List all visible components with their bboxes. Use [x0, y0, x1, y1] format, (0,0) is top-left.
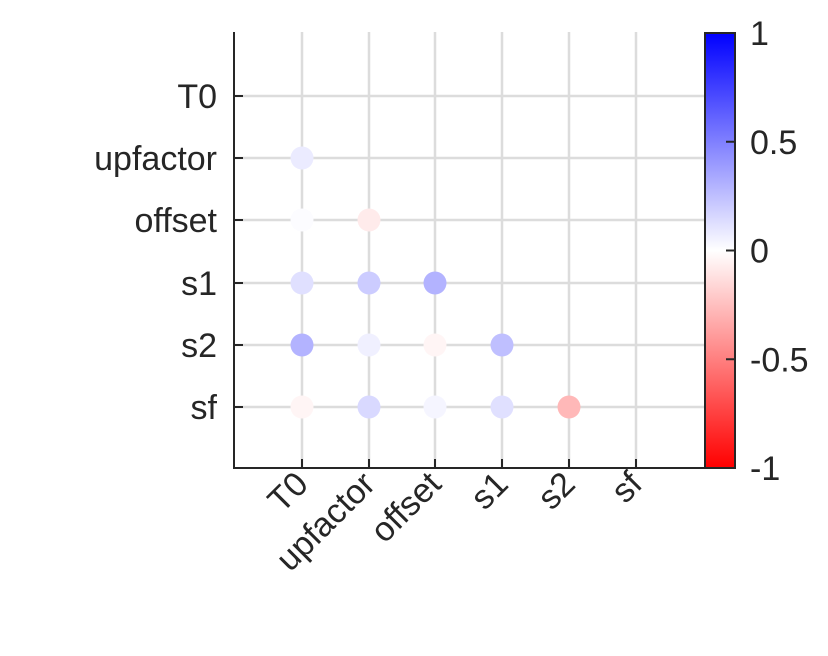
colorbar-tick-label: 0.5	[750, 124, 797, 162]
point-sf-s1	[490, 395, 514, 419]
point-s1-upfactor	[357, 271, 381, 295]
x-tick-label-offset: offset	[363, 464, 449, 550]
y-tick-labels: T0 upfactor offset s1 s2 sf	[94, 78, 217, 427]
x-tick-label-s1: s1	[463, 465, 515, 517]
point-upfactor-T0	[290, 146, 314, 170]
point-sf-T0	[290, 395, 314, 419]
x-tick-label-sf: sf	[604, 464, 650, 510]
y-tick-label-sf: sf	[191, 389, 218, 427]
correlation-points	[290, 146, 581, 419]
point-sf-offset	[423, 395, 447, 419]
y-tick-label-T0: T0	[177, 78, 217, 116]
x-tick-label-s2: s2	[530, 465, 582, 517]
point-s2-offset	[423, 333, 447, 357]
y-tick-label-s1: s1	[181, 265, 217, 303]
x-tick-label-T0: T0	[261, 465, 316, 520]
colorbar-tick-label: -1	[750, 450, 780, 488]
colorbar	[704, 32, 736, 469]
point-s1-T0	[290, 271, 314, 295]
point-sf-s2	[557, 395, 581, 419]
y-tick-label-s2: s2	[181, 327, 217, 365]
y-tick-label-upfactor: upfactor	[94, 140, 217, 178]
colorbar-tick-label: -0.5	[750, 341, 809, 379]
point-sf-upfactor	[357, 395, 381, 419]
colorbar-tick-labels: 1 0.5 0 -0.5 -1	[750, 15, 809, 488]
y-tick-label-offset: offset	[134, 202, 217, 240]
point-s2-upfactor	[357, 333, 381, 357]
axes	[233, 32, 704, 469]
point-s2-T0	[290, 333, 314, 357]
colorbar-tick-label: 1	[750, 15, 769, 53]
point-s1-offset	[423, 271, 447, 295]
colorbar-tick-label: 0	[750, 233, 769, 271]
point-offset-upfactor	[357, 208, 381, 232]
point-offset-T0	[290, 208, 314, 232]
point-s2-s1	[490, 333, 514, 357]
